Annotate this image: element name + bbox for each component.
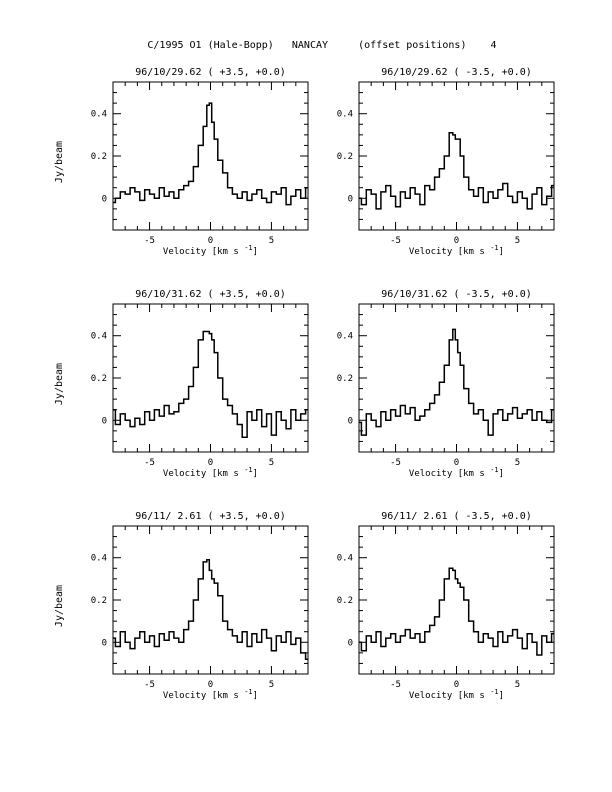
x-tick-label: 0 bbox=[454, 236, 459, 246]
y-tick-label: 0.4 bbox=[91, 332, 107, 342]
y-tick-label: 0.2 bbox=[337, 152, 353, 162]
panel-title: 96/10/29.62 ( +3.5, +0.0) bbox=[135, 67, 286, 78]
y-tick-label: 0 bbox=[102, 194, 107, 204]
spectrum-line bbox=[113, 102, 308, 206]
panel-grid: 96/10/29.62 ( +3.5, +0.0) -5 0 5 0 0.2 0.4 Velo… bbox=[54, 67, 555, 701]
y-tick-label: 0 bbox=[102, 416, 107, 426]
spectrum-panel: 96/10/31.62 ( -3.5, +0.0) -5 0 5 0 0.2 0.4 Velo… bbox=[337, 289, 555, 479]
x-tick-label: 5 bbox=[515, 236, 520, 246]
spectrum-line bbox=[113, 330, 308, 438]
spectrum-line bbox=[359, 567, 554, 656]
panel-title: 96/10/31.62 ( -3.5, +0.0) bbox=[381, 289, 532, 300]
x-tick-label: 0 bbox=[454, 680, 459, 690]
plot-frame bbox=[112, 81, 309, 231]
x-tick-label: 5 bbox=[269, 458, 274, 468]
y-tick-label: 0 bbox=[348, 638, 353, 648]
x-axis-label: Velocity [km s -1] bbox=[163, 688, 258, 701]
x-tick-label: -5 bbox=[390, 680, 401, 690]
y-tick-label: 0.4 bbox=[337, 110, 353, 120]
plot-frame bbox=[358, 303, 555, 453]
panel-title: 96/11/ 2.61 ( -3.5, +0.0) bbox=[381, 511, 532, 522]
x-axis-label: Velocity [km s -1] bbox=[163, 466, 258, 479]
x-tick-label: 0 bbox=[208, 458, 213, 468]
panel-title: 96/10/31.62 ( +3.5, +0.0) bbox=[135, 289, 286, 300]
y-tick-label: 0.2 bbox=[337, 374, 353, 384]
y-tick-label: 0.4 bbox=[91, 554, 107, 564]
spectrum-line bbox=[359, 328, 554, 436]
spectrum-panel: 96/11/ 2.61 ( +3.5, +0.0) -5 0 5 0 0.2 0.4 Velo… bbox=[54, 511, 309, 701]
spectrum-panel: 96/10/29.62 ( +3.5, +0.0) -5 0 5 0 0.2 0.4 Velo… bbox=[54, 67, 309, 257]
x-tick-label: -5 bbox=[390, 458, 401, 468]
y-tick-label: 0 bbox=[348, 416, 353, 426]
plot-frame bbox=[358, 81, 555, 231]
y-tick-label: 0.2 bbox=[337, 596, 353, 606]
panel-title: 96/10/29.62 ( -3.5, +0.0) bbox=[381, 67, 532, 78]
x-tick-label: 5 bbox=[269, 236, 274, 246]
x-tick-label: -5 bbox=[144, 458, 155, 468]
spectrum-panel: 96/10/31.62 ( +3.5, +0.0) -5 0 5 0 0.2 0.4 Velo… bbox=[54, 289, 309, 479]
x-tick-label: 5 bbox=[515, 680, 520, 690]
y-axis-label: Jy/beam bbox=[54, 585, 65, 627]
x-tick-label: -5 bbox=[144, 236, 155, 246]
y-tick-label: 0.2 bbox=[91, 152, 107, 162]
plot-frame bbox=[112, 525, 309, 675]
y-tick-label: 0.4 bbox=[337, 554, 353, 564]
y-tick-label: 0.4 bbox=[337, 332, 353, 342]
x-tick-label: 0 bbox=[454, 458, 459, 468]
y-tick-label: 0.4 bbox=[91, 110, 107, 120]
y-tick-label: 0.2 bbox=[91, 374, 107, 384]
x-axis-label: Velocity [km s -1] bbox=[163, 244, 258, 257]
x-axis-label: Velocity [km s -1] bbox=[409, 244, 504, 257]
y-tick-label: 0.2 bbox=[91, 596, 107, 606]
x-tick-label: 0 bbox=[208, 680, 213, 690]
spectrum-line bbox=[113, 559, 308, 660]
x-tick-label: 0 bbox=[208, 236, 213, 246]
x-tick-label: -5 bbox=[390, 236, 401, 246]
spectrum-panel: 96/11/ 2.61 ( -3.5, +0.0) -5 0 5 0 0.2 0.4 Velo… bbox=[337, 511, 555, 701]
x-axis-label: Velocity [km s -1] bbox=[409, 466, 504, 479]
x-tick-label: 5 bbox=[269, 680, 274, 690]
spectrum-line bbox=[359, 131, 554, 210]
x-tick-label: -5 bbox=[144, 680, 155, 690]
x-tick-label: 5 bbox=[515, 458, 520, 468]
spectrum-panel: 96/10/29.62 ( -3.5, +0.0) -5 0 5 0 0.2 0.4 Velo… bbox=[337, 67, 555, 257]
panel-title: 96/11/ 2.61 ( +3.5, +0.0) bbox=[135, 511, 286, 522]
y-tick-label: 0 bbox=[348, 194, 353, 204]
plot-frame bbox=[112, 303, 309, 453]
page-title: C/1995 O1 (Hale-Bopp) NANCAY (offset pos… bbox=[147, 40, 496, 51]
x-axis-label: Velocity [km s -1] bbox=[409, 688, 504, 701]
y-tick-label: 0 bbox=[102, 638, 107, 648]
y-axis-label: Jy/beam bbox=[54, 141, 65, 183]
y-axis-label: Jy/beam bbox=[54, 363, 65, 405]
plot-frame bbox=[358, 525, 555, 675]
